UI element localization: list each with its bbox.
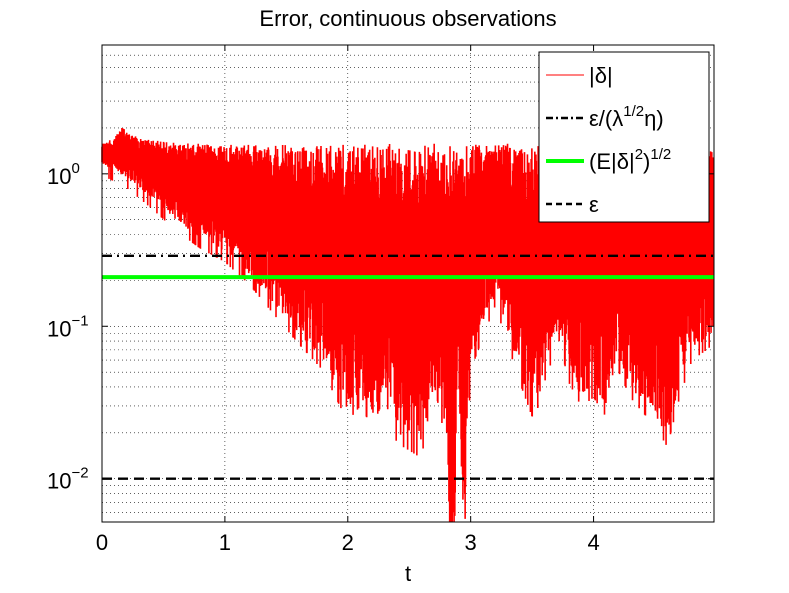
- legend-label: |δ|: [589, 63, 613, 88]
- legend-box: [538, 51, 710, 223]
- legend-entry: ε/(λ1/2η): [546, 103, 664, 131]
- x-axis-label: t: [405, 561, 411, 586]
- x-tick-label: 2: [342, 530, 354, 555]
- legend-entry: (E|δ|2)1/2: [546, 146, 671, 174]
- x-tick-label: 4: [587, 530, 599, 555]
- legend-label: ε: [589, 192, 599, 217]
- legend-entry: ε: [546, 192, 599, 217]
- y-tick-label: 100: [47, 160, 80, 189]
- legend-label: ε/(λ1/2η): [589, 103, 664, 131]
- y-tick-label: 10−2: [47, 465, 89, 494]
- axes-frame: [101, 44, 715, 523]
- legend-entry: |δ|: [546, 63, 613, 88]
- x-tick-label: 3: [465, 530, 477, 555]
- y-tick-label: 10−1: [47, 312, 89, 341]
- legend-label: (E|δ|2)1/2: [589, 146, 671, 174]
- x-tick-label: 1: [219, 530, 231, 555]
- legend: |δ| ε/(λ1/2η) (E|δ|2)1/2 ε: [538, 51, 710, 223]
- x-tick-label: 0: [96, 530, 108, 555]
- chart-title: Error, continuous observations: [259, 6, 556, 31]
